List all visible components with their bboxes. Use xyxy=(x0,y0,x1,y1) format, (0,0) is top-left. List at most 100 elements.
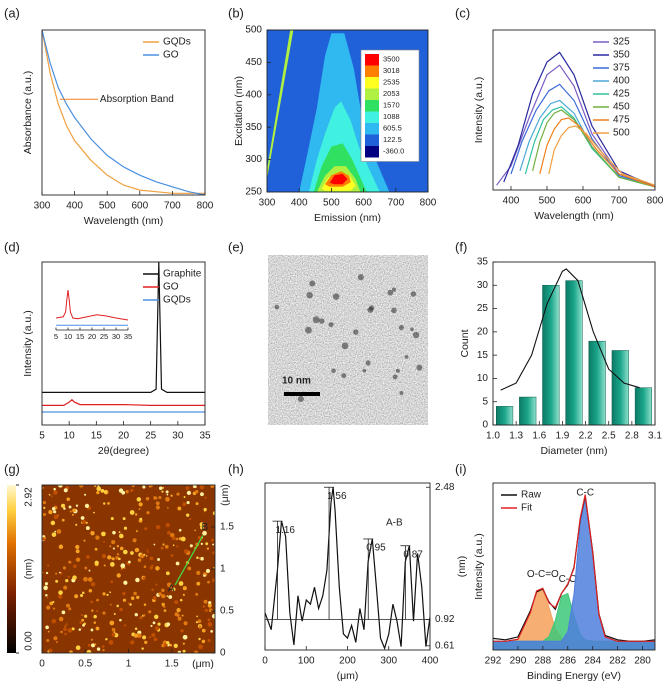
afm-grain xyxy=(179,598,183,602)
afm-grain xyxy=(67,575,70,578)
particle xyxy=(309,280,316,287)
particle xyxy=(395,368,400,373)
colorbar-swatch xyxy=(365,54,379,66)
afm-grain xyxy=(80,627,83,629)
afm-grain xyxy=(175,537,179,541)
x-axis-label: Emission (nm) xyxy=(314,212,381,224)
bar xyxy=(634,387,653,426)
afm-grain xyxy=(60,630,63,634)
x-tick-label: 1.3 xyxy=(509,431,523,442)
particle xyxy=(365,360,371,366)
series-line xyxy=(56,290,128,321)
afm-grain xyxy=(106,593,109,596)
afm-grain xyxy=(61,503,66,508)
legend-label: 450 xyxy=(613,102,630,113)
series-line xyxy=(42,398,205,406)
particle xyxy=(398,324,404,331)
y-tick-label: 5 xyxy=(482,396,488,407)
afm-grain xyxy=(120,568,123,571)
afm-grain xyxy=(56,529,62,534)
afm-grain xyxy=(139,517,143,521)
y-tick-label: 35 xyxy=(477,257,489,268)
legend-label: GQDs xyxy=(163,37,191,48)
afm-grain xyxy=(50,495,53,498)
afm-grain xyxy=(111,632,116,637)
afm-grain xyxy=(72,575,77,580)
plot-frame xyxy=(492,29,656,191)
x-tick-label: 800 xyxy=(420,198,437,209)
afm-grain xyxy=(166,531,171,535)
y-tick-label: 0 xyxy=(220,648,226,659)
afm-grain xyxy=(128,560,131,564)
particle xyxy=(399,390,404,395)
afm-grain xyxy=(199,557,202,560)
afm-grain xyxy=(182,593,186,596)
particle xyxy=(391,307,397,314)
afm-grain xyxy=(195,592,199,596)
colorbar xyxy=(7,485,16,653)
legend-label: GO xyxy=(163,282,179,293)
afm-grain xyxy=(109,620,115,626)
panel-label: (c) xyxy=(455,5,470,20)
afm-grain xyxy=(144,640,148,645)
afm-grain xyxy=(139,553,145,559)
x-tick-label: 10 xyxy=(64,431,76,442)
afm-grain xyxy=(182,586,187,591)
afm-grain xyxy=(207,603,212,608)
afm-grain xyxy=(109,603,112,606)
afm-grain xyxy=(153,543,156,546)
afm-grain xyxy=(54,530,57,533)
afm-grain xyxy=(90,638,94,641)
afm-grain xyxy=(196,556,199,560)
afm-grain xyxy=(58,485,63,488)
y-tick-label: 0 xyxy=(482,420,488,431)
afm-grain xyxy=(155,566,160,571)
afm-grain xyxy=(143,603,147,606)
x-tick-label: 600 xyxy=(575,196,592,207)
afm-grain xyxy=(169,643,173,647)
afm-grain xyxy=(53,490,58,495)
x-tick-label: 2.2 xyxy=(579,431,593,442)
particle xyxy=(410,291,417,297)
panel-label: (i) xyxy=(455,461,467,476)
afm-grain xyxy=(182,634,188,640)
afm-grain xyxy=(212,511,215,516)
plot-frame xyxy=(266,29,429,193)
afm-grain xyxy=(73,564,77,569)
afm-grain xyxy=(77,647,80,650)
afm-grain xyxy=(48,509,53,515)
afm-grain xyxy=(135,530,138,533)
afm-grain xyxy=(152,621,156,625)
afm-grain xyxy=(69,510,72,513)
series-line xyxy=(503,51,655,188)
afm-grain xyxy=(71,627,75,631)
afm-grain xyxy=(213,566,215,569)
particle xyxy=(305,326,312,334)
x-tick-label: 300 xyxy=(380,656,397,667)
afm-grain xyxy=(95,626,100,631)
afm-grain xyxy=(115,556,119,560)
afm-grain xyxy=(116,604,119,608)
afm-grain xyxy=(162,486,165,489)
afm-grain xyxy=(86,649,92,653)
afm-grain xyxy=(196,581,201,586)
afm-grain xyxy=(133,591,137,596)
x-tick-label: 282 xyxy=(609,656,626,667)
particle xyxy=(331,368,336,374)
x-tick-label: 1.9 xyxy=(555,431,569,442)
afm-grain xyxy=(63,585,68,590)
afm-grain xyxy=(66,497,70,502)
afm-grain xyxy=(122,592,126,596)
afm-grain xyxy=(129,510,135,515)
y-axis-label: Count xyxy=(459,329,471,357)
legend-label: GQDs xyxy=(163,295,191,306)
afm-grain xyxy=(68,607,72,611)
x-tick-label: 0 xyxy=(39,659,45,670)
afm-grain xyxy=(180,629,184,633)
afm-grain xyxy=(136,595,140,600)
plot-frame xyxy=(41,261,206,426)
afm-grain xyxy=(171,536,176,541)
afm-grain xyxy=(58,594,63,599)
afm-grain xyxy=(88,569,91,572)
afm-grain xyxy=(149,485,153,488)
